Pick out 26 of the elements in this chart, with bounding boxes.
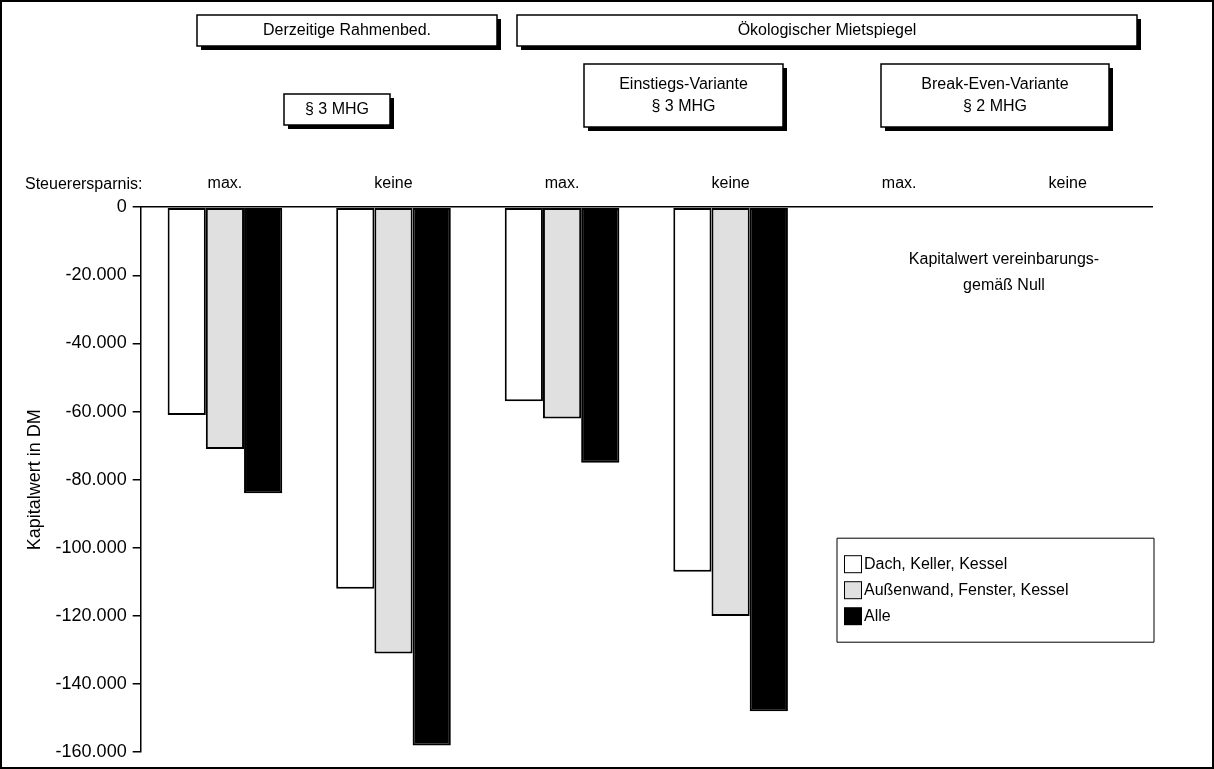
- x-tick-label: keine: [711, 174, 750, 192]
- text: § 3 MHG: [304, 99, 370, 117]
- y-tick-label: -60.000: [65, 400, 127, 421]
- legend-label: Außenwand, Fenster, Kessel: [864, 580, 1069, 598]
- y-tick-label: -120.000: [55, 604, 127, 625]
- legend-label: Alle: [864, 606, 891, 624]
- y-tick-label: -140.000: [55, 673, 127, 694]
- x-tick-label: max.: [207, 174, 243, 192]
- x-tick-label: keine: [1048, 174, 1087, 192]
- y-tick-label: -40.000: [65, 332, 127, 353]
- text: Steuerersparnis:: [25, 175, 143, 193]
- y-tick-label: -100.000: [55, 536, 127, 557]
- annotation: Kapitalwert vereinbarungs- gemäß Null: [908, 250, 1100, 294]
- y-tick-label: 0: [116, 196, 127, 217]
- y-tick-label: -160.000: [55, 741, 127, 762]
- x-tick-label: max.: [881, 174, 917, 192]
- y-tick-label: -20.000: [65, 264, 127, 285]
- y-axis-title: Kapitalwert in DM: [23, 409, 44, 551]
- x-tick-label: max.: [544, 174, 580, 192]
- x-tick-label: keine: [374, 174, 413, 192]
- y-tick-label: -80.000: [65, 468, 127, 489]
- text: Derzeitige Rahmenbed.: [262, 20, 432, 38]
- legend-label: Dach, Keller, Kessel: [864, 554, 1008, 572]
- text: Ökologischer Mietspiegel: [737, 20, 917, 38]
- text: Einstiegs-Variante § 3 MHG: [619, 74, 748, 114]
- text: Break-Even-Variante § 2 MHG: [921, 74, 1069, 114]
